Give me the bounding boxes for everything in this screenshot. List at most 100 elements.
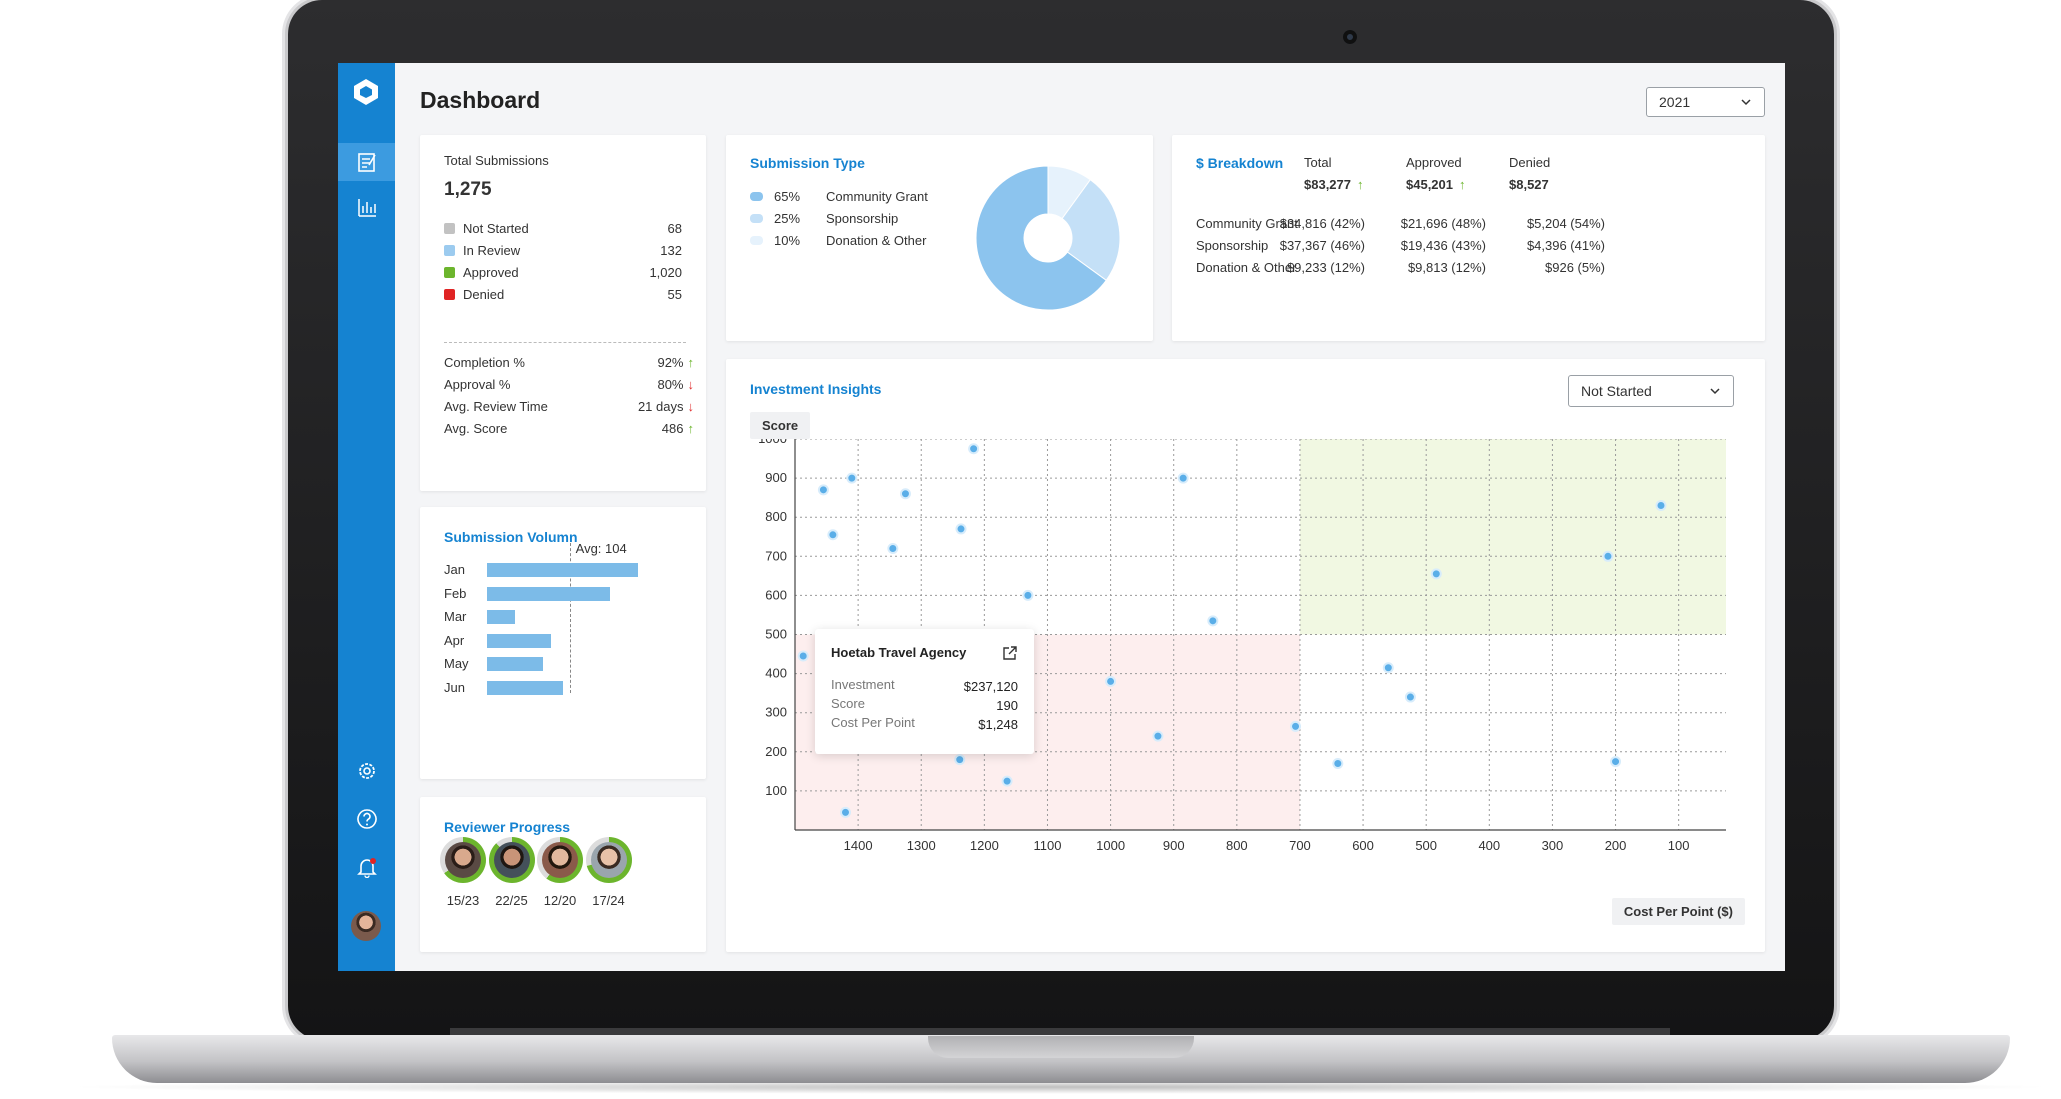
volume-bar[interactable] [487,586,611,601]
scatter-point[interactable] [1610,756,1622,768]
pie-slice[interactable] [975,165,1107,311]
arrow-up-icon: ↑ [1459,177,1466,192]
y-tick-label: 300 [765,705,787,720]
scatter-point[interactable] [1022,589,1034,601]
submissions-label: Total Submissions [444,153,549,168]
x-tick-label: 800 [1226,838,1248,853]
scatter-point[interactable] [1152,730,1164,742]
reviewer-count: 15/23 [446,893,480,908]
type-label: Community Grant [826,189,928,204]
status-label: Not Started [463,221,529,236]
y-tick-label: 100 [765,783,787,798]
scatter-point[interactable] [954,754,966,766]
breakdown-cell: $4,396 (41%) [1526,238,1605,253]
volume-bar[interactable] [487,633,551,648]
breakdown-total: $83,277 ↑ [1304,177,1364,192]
scatter-point[interactable] [839,806,851,818]
scatter-point[interactable] [1332,758,1344,770]
breakdown-cell: $37,367 (46%) [1279,238,1365,253]
scatter-point[interactable] [1207,615,1219,627]
scatter-point[interactable] [1001,775,1013,787]
scatter-point[interactable] [1105,675,1117,687]
arrow-down-icon: ↓ [687,399,695,414]
breakdown-column-header: Denied [1509,155,1551,170]
point-tooltip: Hoetab Travel Agency Investment $237,120 S… [815,629,1034,754]
breakdown-total-value: $83,277 [1304,177,1351,192]
progress-ring [440,837,486,883]
metric-label: Avg. Score [444,421,508,436]
reviewer-item[interactable]: 12/20 [536,837,584,908]
scatter-point[interactable] [1404,691,1416,703]
pie-slice[interactable] [1061,179,1121,282]
scatter-point[interactable] [1602,550,1614,562]
chart-icon [357,199,376,217]
arrow-down-icon: ↓ [687,377,695,392]
status-value: 68 [667,221,682,236]
status-value: 132 [660,243,682,258]
y-tick-label: 200 [765,744,787,759]
status-row: Denied [444,287,620,302]
scatter-point[interactable] [1382,662,1394,674]
scatter-point[interactable] [955,523,967,535]
screen: Dashboard 2021 Total Submissions 1,275 N… [338,63,1785,971]
reviewer-card: Reviewer Progress 15/23 22/25 12/20 17/24 [420,797,706,952]
sidebar-item-reports[interactable] [338,189,395,227]
scatter-point[interactable] [1430,568,1442,580]
status-filter-select[interactable]: Not Started [1568,375,1734,407]
scatter-point[interactable] [846,472,858,484]
volume-bar[interactable] [487,657,543,672]
reviewer-item[interactable]: 15/23 [439,837,487,908]
bell-icon [356,858,377,878]
scatter-point[interactable] [887,542,899,554]
average-label: Avg: 104 [575,541,627,556]
x-tick-label: 500 [1415,838,1437,853]
scatter-point[interactable] [817,484,829,496]
x-tick-label: 700 [1289,838,1311,853]
sidebar-item-forms[interactable] [338,143,395,181]
breakdown-row-label: Sponsorship [1196,238,1269,253]
scatter-point[interactable] [899,488,911,500]
scatter-point[interactable] [1290,720,1302,732]
submission-type-card: Submission Type 65% Community Grant 25% Spo… [726,135,1153,341]
metric-value: 92% ↑ [657,355,694,370]
type-label: Sponsorship [826,211,899,226]
laptop-notch [928,1036,1194,1058]
volume-bar[interactable] [487,610,515,625]
y-tick-label: 400 [765,666,787,681]
breakdown-total-value: $8,527 [1509,177,1549,192]
breakdown-cell: $9,233 (12%) [1286,260,1365,275]
year-select[interactable]: 2021 [1646,87,1765,117]
status-label: In Review [463,243,521,258]
volume-bar[interactable] [487,563,638,577]
x-tick-label: 1200 [970,838,999,853]
breakdown-cell: $34,816 (42%) [1279,216,1365,231]
sidebar-item-settings[interactable] [338,752,395,790]
volume-card: Submission Volumn Avg: 104 Jan Feb Mar Apr Ma… [420,507,706,779]
scatter-point[interactable] [968,443,980,455]
scatter-point[interactable] [1655,499,1667,511]
camera-icon [1343,30,1357,44]
volume-bar[interactable] [487,681,563,695]
external-link-icon[interactable] [1002,645,1018,661]
scatter-point[interactable] [827,529,839,541]
status-filter-value: Not Started [1581,383,1652,399]
type-percent: 25% [774,211,801,226]
gear-icon [358,763,375,779]
scatter-point[interactable] [797,650,809,662]
x-tick-label: 400 [1478,838,1500,853]
logo-icon[interactable] [351,77,381,107]
x-tick-label: 100 [1668,838,1690,853]
sidebar-item-notifications[interactable] [338,848,395,886]
tooltip-label: Cost Per Point [831,715,915,730]
volume-month-label: Apr [444,632,465,648]
avatar[interactable] [351,911,381,941]
status-row: In Review [444,243,620,258]
reviewer-item[interactable]: 22/25 [488,837,536,908]
insights-title: Investment Insights [750,381,882,397]
sidebar-item-help[interactable] [338,800,395,838]
reviewer-avatar [493,842,530,878]
volume-month-label: Jan [444,562,465,577]
scatter-point[interactable] [1177,472,1189,484]
reviewer-item[interactable]: 17/24 [585,837,633,908]
x-tick-label: 900 [1163,838,1185,853]
